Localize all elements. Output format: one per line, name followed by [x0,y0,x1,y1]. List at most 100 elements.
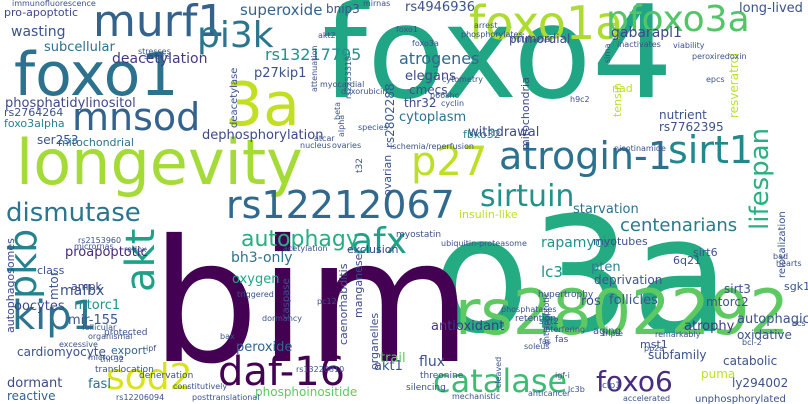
word-deprivation: deprivation [594,273,663,287]
word-mst1: mst1 [640,338,668,351]
word-p27: p27 [411,139,488,185]
word-phosphorylates: phosphorylates [461,30,523,39]
word-triggered: triggered [237,290,274,299]
word-epcs: epcs [706,75,725,84]
word-autophagy: autophagy [241,227,359,252]
word-afx: afx [351,221,408,262]
word-anticancer: anticancer [528,389,571,398]
word-rapamycin: rapamycin [541,235,616,251]
word-mtor: mtor [47,271,61,300]
word-fasl: fasl [88,377,111,392]
word-primordial: primordial [509,32,571,46]
word-oxidative: oxidative [737,328,792,342]
word-sirt1: sirt1 [668,128,754,172]
word-igf-i: igf-i [555,371,570,380]
word-species: species [358,123,388,132]
word-bnip3: bnip3 [326,2,360,16]
word-ampk: ampk [71,280,102,293]
word-rs2153960: rs2153960 [78,236,122,245]
word-t32: t32 [355,158,365,173]
word-ovaries: ovaries [332,141,362,150]
word-myostatin: myostatin [396,230,442,240]
word-oxygen: oxygen [232,272,280,287]
word-rs12206094: rs12206094 [116,393,165,402]
word-h9c2: h9c2 [570,95,590,104]
word-thr-32: thr-32 [100,355,125,364]
word-bad: bad [773,252,789,261]
word-elegans: elegans [405,69,456,84]
word-trail: trail [380,351,406,366]
word-mnsod: mnsod [72,95,201,139]
word-protected: protected [104,328,148,338]
word-rs2802292: rs2802292 [455,276,789,349]
word-nicotinamide: nicotinamide [614,144,666,153]
word-foxo1: foxo1 [14,40,179,110]
word-deacetylase: deacetylase [229,67,240,128]
word-posttranslational: posttranslational [192,393,260,402]
word-class: class [37,264,65,277]
word-resveratrol: resveratrol [727,52,741,118]
word-oocytes: oocytes [14,299,65,314]
word-insulin-like: insulin-like [459,208,518,221]
word-cyclin: cyclin [441,99,465,108]
word-p27kip1: p27kip1 [254,66,307,81]
word-atrogenes: atrogenes [399,49,480,68]
word-caspase: caspase [281,278,292,319]
word-fbxo32: fbxo32 [463,128,501,141]
word-reactive: reactive [7,389,56,403]
word-ipf: ipf [146,344,157,353]
word-bim: bim [151,204,472,402]
word-fas-2: fas [539,337,551,346]
word-viability: viability [673,41,705,50]
word-cip1: cip1 [602,381,621,391]
word-accelerated: accelerated [623,394,671,403]
word-sod2: sod2 [106,357,193,398]
word-pten: pten [591,260,621,275]
word-threonine: threonine [420,371,464,381]
word-manganese: manganese [352,253,365,318]
word-ser253: ser253 [37,133,79,147]
word-foxo6: foxo6 [596,365,673,398]
word-phosphoinositide: phosphoinositide [255,385,358,399]
word-foxo1-small: foxo1 [396,25,418,34]
word-gabarapl1: gabarapl1 [611,25,682,41]
word-kip1: kip1 [12,293,98,339]
word-autophagic: autophagic [737,312,808,327]
word-lc3: lc3 [541,263,563,281]
word-follicles: follicles [609,293,658,308]
word-nucleus: nucleus [300,141,331,150]
word-murf1: murf1 [93,0,226,47]
word-sirtuin: sirtuin [480,179,575,214]
word-wasting: wasting [11,24,66,40]
word-deacetylation: deacetylation [112,51,208,67]
word-redox: redox [124,245,147,254]
word-withdrawal: withdrawal [468,125,540,140]
word-phosphatidylinositol: phosphatidylinositol [5,96,136,111]
word-catalase: catalase [433,362,568,400]
word-ischemia-reperfusion: ischemia/reperfusion [390,142,474,151]
word-pc12: pc12 [317,297,337,306]
word-dormant: dormant [7,376,63,391]
word-ubiquitin-proteasome: ubiquitin-proteasome [441,239,527,248]
word-dephosphorylation: dephosphorylation [202,128,324,143]
word-lifespan: lifespan [745,127,775,230]
word-subcellular: subcellular [44,40,115,55]
word-longevity: longevity [16,126,303,199]
word-beta: beta [333,101,342,120]
word-atrophy: atrophy [684,319,735,334]
word-akt: akt [118,228,164,292]
word-sirt2: sirt2 [539,317,560,327]
word-foxo1a: foxo1a [469,0,624,50]
word-mirnas: mirnas [363,0,391,8]
word-fas: fas [555,335,569,345]
word-akt1: akt1 [374,359,403,374]
word-akt2: akt2 [318,31,336,40]
word-dismutase: dismutase [6,198,141,228]
word-daf-16: daf-16 [218,349,346,395]
word-centenarians: centenarians [620,215,738,236]
word-ly294002: ly294002 [732,376,789,390]
word-bh3-only: bh3-only [231,250,293,266]
word-mir-155: mir-155 [68,313,119,328]
word-dormancy: dormancy [262,314,303,323]
